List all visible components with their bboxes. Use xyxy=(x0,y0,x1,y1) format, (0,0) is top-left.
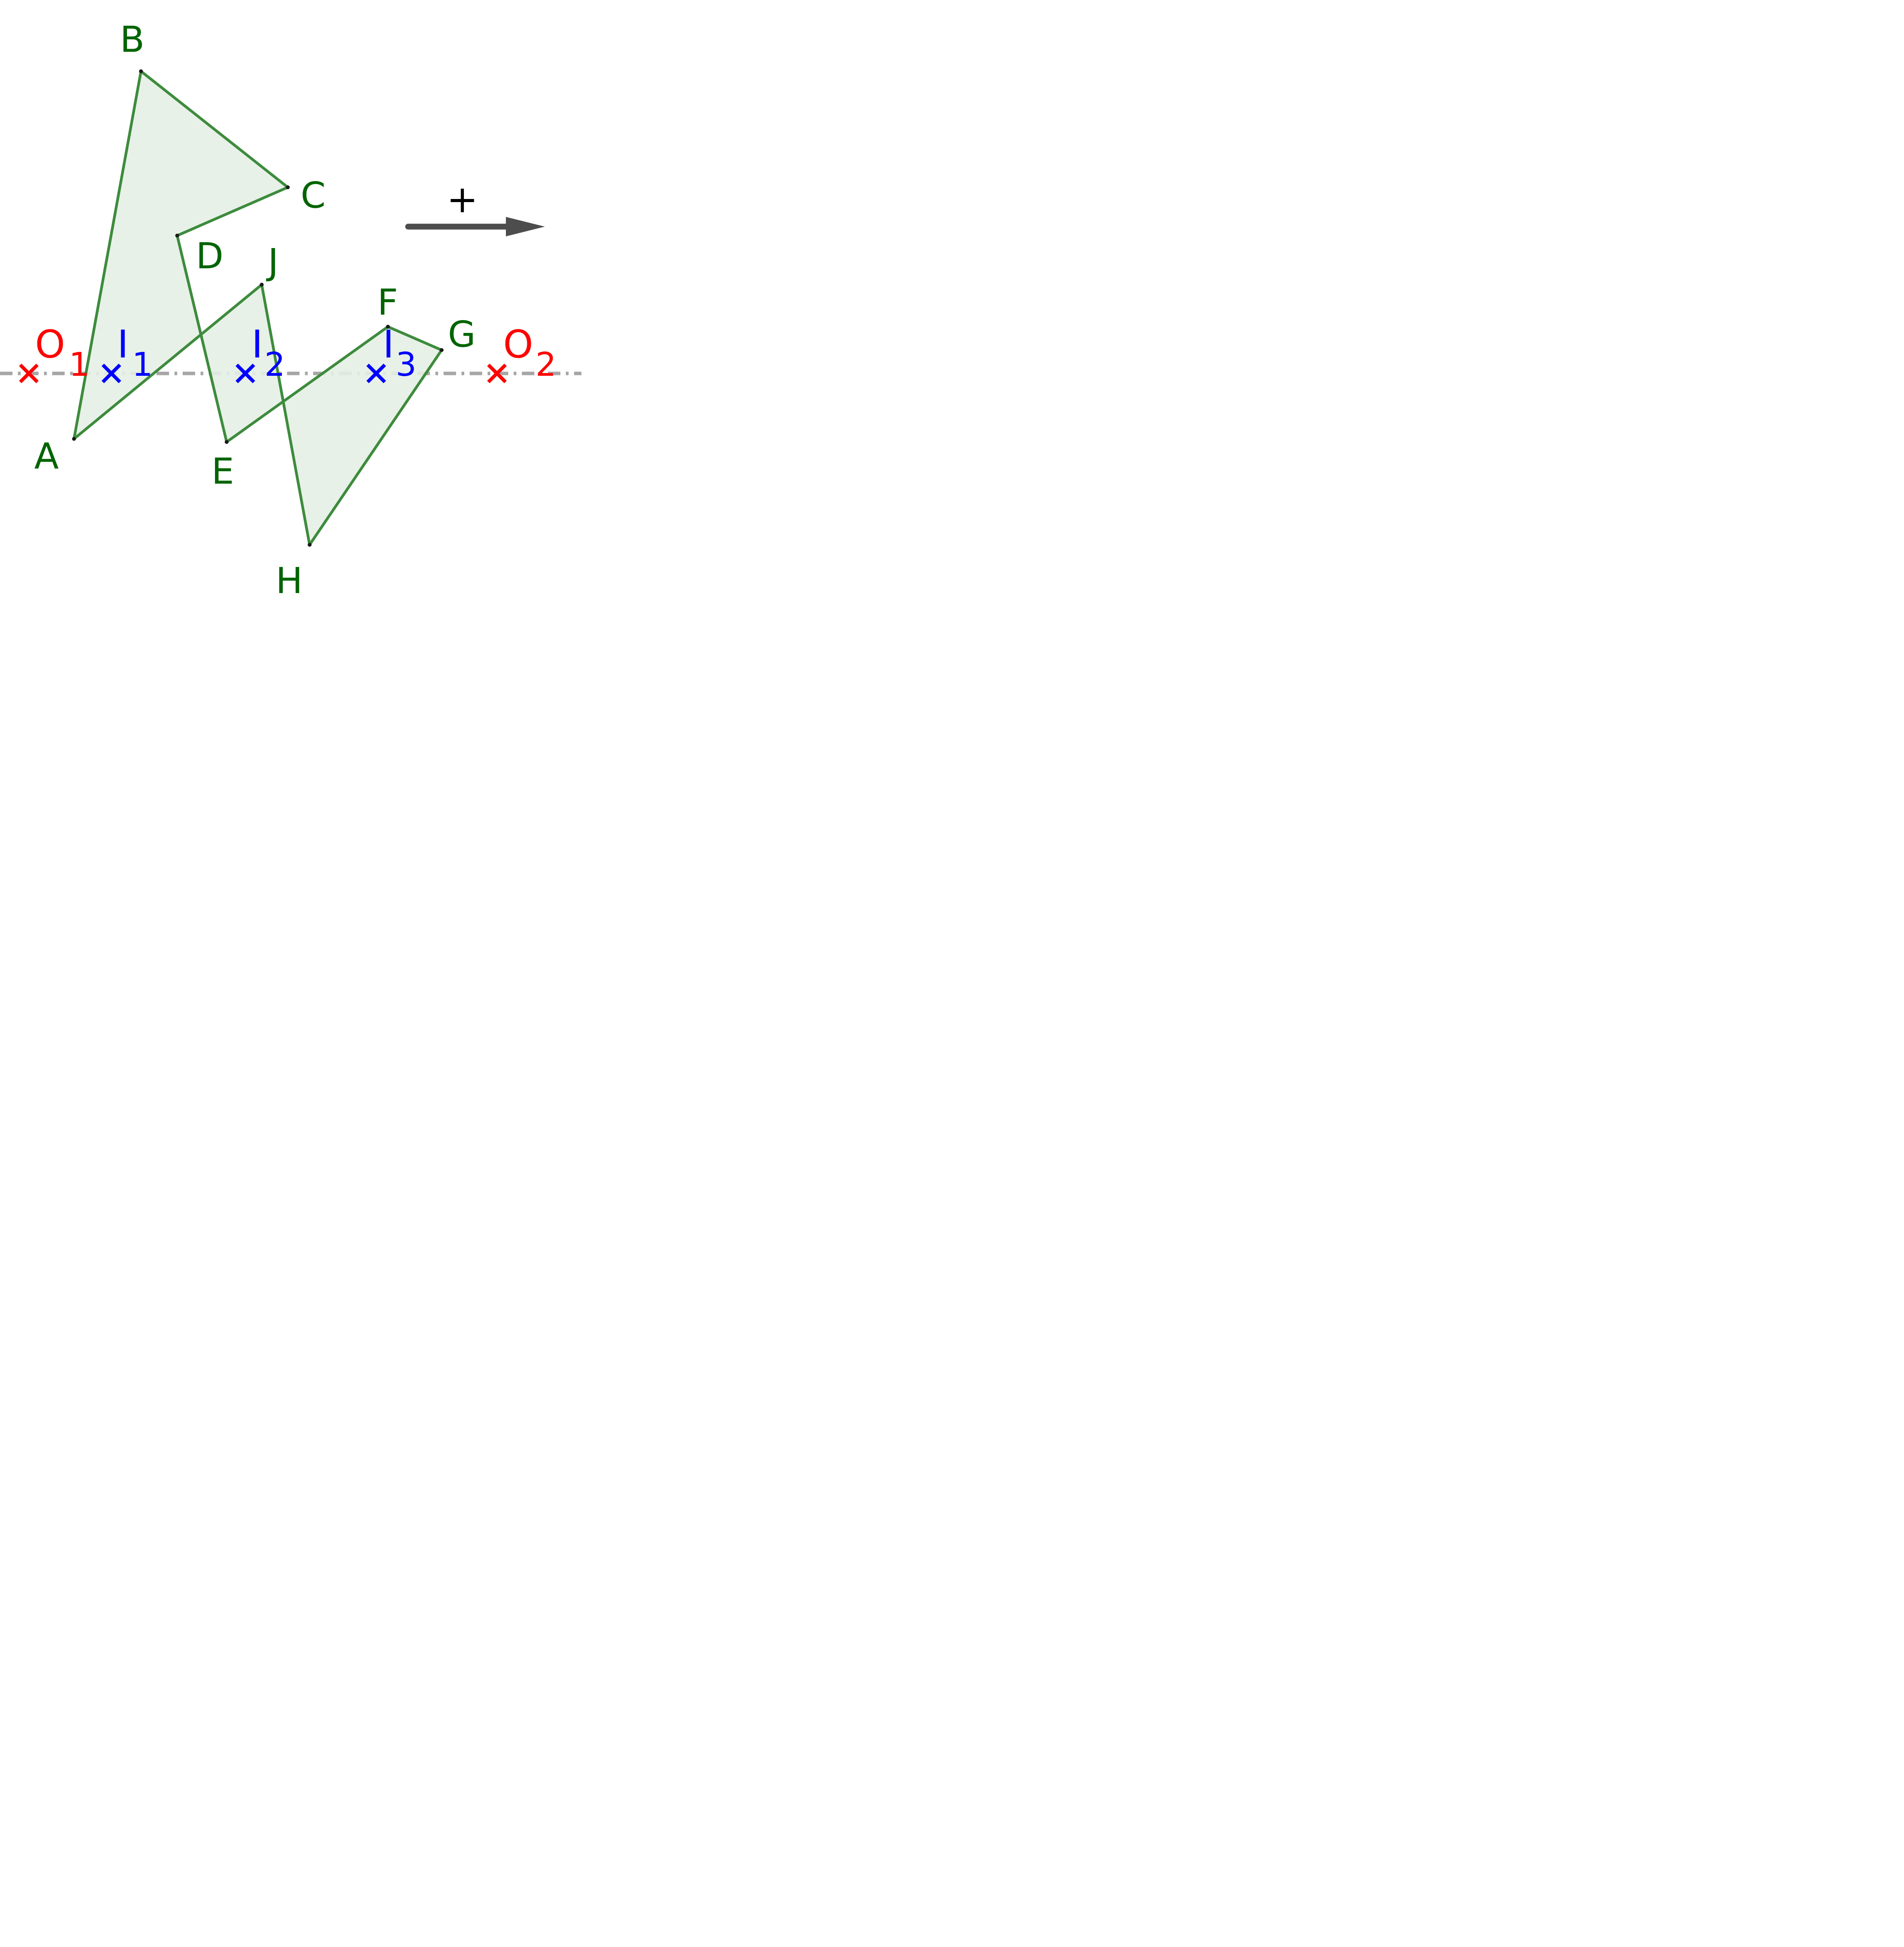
polygon-ray-casting-diagram: A B C D E F G H J O 1 O 2 I 1 xyxy=(0,19,581,602)
outer-point-o2: O 2 xyxy=(487,322,556,384)
inner-point-i2-letter: I xyxy=(252,322,263,367)
vertex-label-b: B xyxy=(120,19,144,60)
direction-label: + xyxy=(447,178,478,221)
inner-point-i3: I 3 xyxy=(366,322,416,384)
vertex-label-j: J xyxy=(266,241,278,283)
vertex-dot-h xyxy=(308,543,312,547)
vertex-dot-c xyxy=(286,185,290,189)
cross-icon xyxy=(366,363,386,384)
outer-point-o1-letter: O xyxy=(35,322,65,367)
vertex-label-c: C xyxy=(301,174,326,216)
arrow-right-icon xyxy=(405,217,545,236)
vertex-label-e: E xyxy=(211,451,234,492)
inner-point-i1-subscript: 1 xyxy=(132,345,153,384)
vertex-label-a: A xyxy=(34,435,59,477)
inner-point-i3-letter: I xyxy=(383,322,394,367)
vertex-dot-e xyxy=(225,440,229,444)
vertex-label-h: H xyxy=(276,560,303,602)
polygon xyxy=(72,70,443,546)
vertex-dot-a xyxy=(72,437,76,441)
outer-point-o2-letter: O xyxy=(503,322,533,367)
outer-point-o2-subscript: 2 xyxy=(535,345,556,384)
cross-icon xyxy=(487,363,507,384)
vertex-dot-g xyxy=(440,348,444,352)
cross-icon xyxy=(19,363,39,384)
inner-point-i2: I 2 xyxy=(235,322,285,384)
inner-point-i1: I 1 xyxy=(101,322,153,384)
cross-icon xyxy=(101,363,122,384)
vertex-dot-b xyxy=(139,69,143,73)
vertex-dot-j xyxy=(260,283,264,287)
inner-point-i3-subscript: 3 xyxy=(396,345,416,384)
cross-icon xyxy=(235,363,255,384)
vertex-dots xyxy=(72,69,444,547)
direction-indicator: + xyxy=(405,178,545,236)
vertex-label-f: F xyxy=(377,282,398,323)
inner-point-i2-subscript: 2 xyxy=(264,345,285,384)
vertex-dot-d xyxy=(175,234,179,238)
vertex-label-d: D xyxy=(196,235,224,277)
vertex-label-g: G xyxy=(448,313,476,355)
inner-point-i1-letter: I xyxy=(117,322,129,367)
vertex-dot-f xyxy=(386,325,390,329)
outer-point-o1-subscript: 1 xyxy=(69,345,90,384)
outer-point-o1: O 1 xyxy=(19,322,90,384)
